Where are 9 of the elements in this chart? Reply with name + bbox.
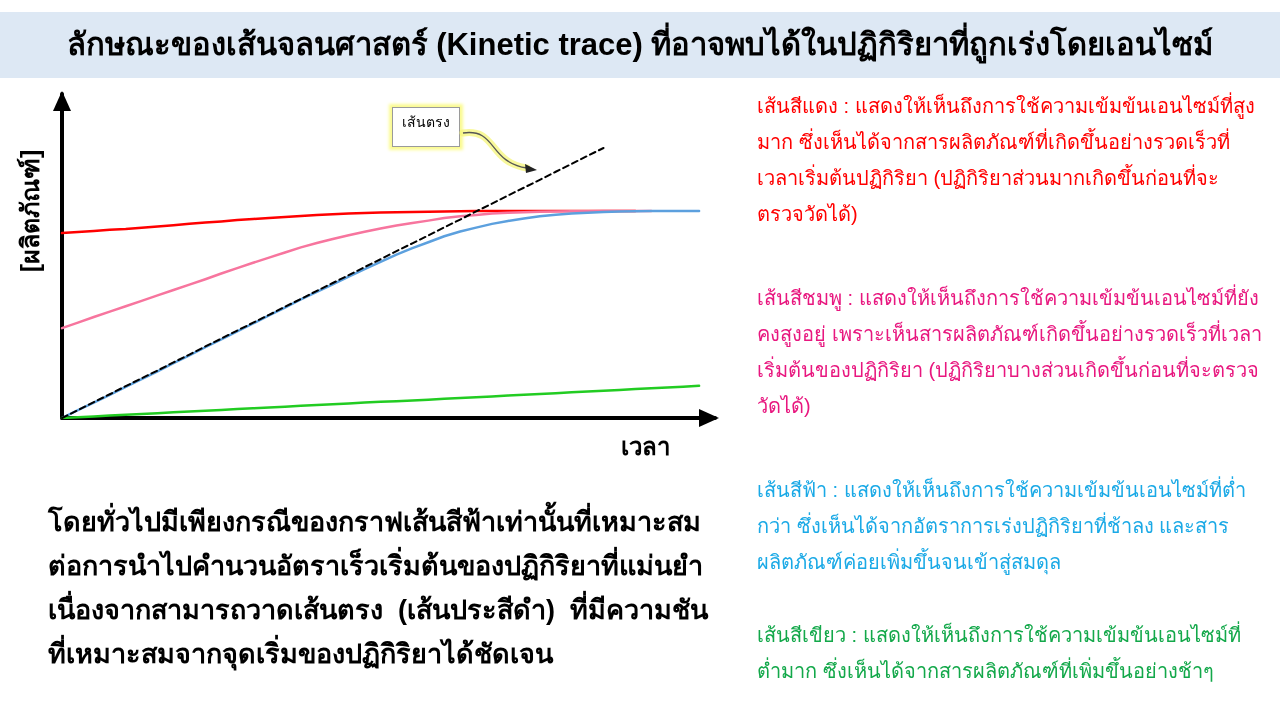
chart-title: ลักษณะของเส้นจลนศาสตร์ (Kinetic trace) ที่อาจพบได้ในปฏิกิริยาที่ถูกเร่งโดยเอนไซม์ (0, 12, 1280, 78)
text: เส้นสีเขียว : แสดงให้เห็นถึงการใช้ความเข้มข้นเอนไซม์ที่ต่ำมาก ซึ่งเห็นได้จากสารผลิตภัณฑ์ที่เพิ่มขึ้นอย่างช้าๆ (757, 620, 1242, 684)
text: เส้นสีฟ้า : แสดงให้เห็นถึงการใช้ความเข้มข้นเอนไซม์ที่ต่ำกว่า ซึ่งเห็นได้จากอัตราการเร่งปฏิกิริยาที่ช้าลง และสารผลิตภัณฑ์ค่อยเพิ่มขึ้นจนเข้าสู่สมดุล (757, 475, 1247, 577)
x-axis-title: เวลา (621, 432, 670, 460)
text: เส้นสีชมพู : แสดงให้เห็นถึงการใช้ความเข้มข้นเอนไซม์ที่ยังคงสูงอยู่ เพราะเห็นสารผลิตภัณฑ์เกิดขึ้นอย่างรวดเร็วที่เวลาเริ่มต้นของปฏิกิริยา (ปฏิกิริยาบางส่วนเกิดขึ้นก่อนที่จะตรวจวัดได้) (757, 283, 1262, 419)
y-axis-title: [ผลิตภัณฑ์] (15, 149, 44, 273)
text: โดยทั่วไปมีเพียงกรณีของกราฟเส้นสีฟ้าเท่านั้นที่เหมาะสมต่อการนำไปคำนวนอัตราเร็วเริ่มต้นของปฏิกิริยาที่แม่นยำ เนื่องจากสามารถวาดเส้นตรง (เส้นประสีดำ) ที่มีความชันที่เหมาะสมจากจุดเริ่มของปฏิกิริยาได้ชัดเจน (48, 500, 708, 673)
text: เส้นสีแดง : แสดงให้เห็นถึงการใช้ความเข้มข้นเอนไซม์ที่สูงมาก ซึ่งเห็นได้จากสารผลิตภัณฑ์ที่เกิดขึ้นอย่างรวดเร็วที่เวลาเริ่มต้นปฏิกิริยา (ปฏิกิริยาส่วนมากเกิดขึ้นก่อนที่จะตรวจวัดได้) (757, 91, 1256, 227)
text: เส้นตรง (392, 107, 460, 147)
